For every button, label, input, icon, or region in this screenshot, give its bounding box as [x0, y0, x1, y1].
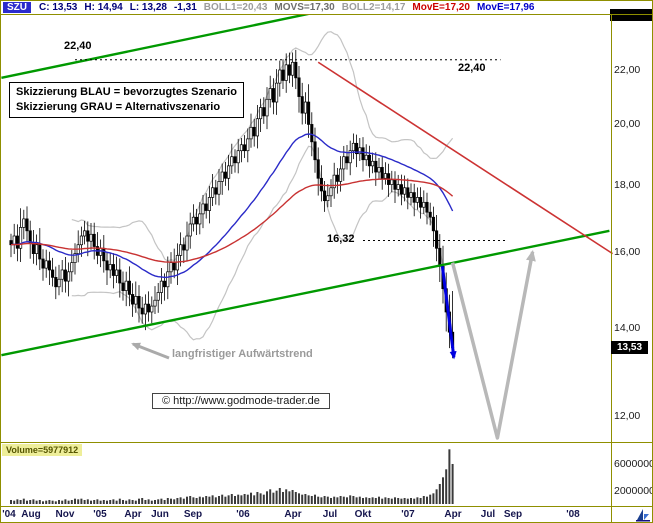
- uptrend-label: langfristiger Aufwärtstrend: [172, 348, 313, 360]
- x-axis-label: '08: [566, 509, 580, 520]
- scenario-legend-box: Skizzierung BLAU = bevorzugtes Szenario …: [9, 82, 244, 118]
- y-axis-label: 18,00: [614, 178, 641, 191]
- peak-label-left: 22,40: [64, 40, 92, 52]
- y-axis-label: 12,00: [614, 410, 641, 423]
- x-axis-label: Okt: [354, 509, 372, 520]
- indicator-movs: MOVS=17,30: [274, 2, 335, 13]
- y-axis-label: 14,00: [614, 322, 641, 335]
- toolbar-black-button[interactable]: [610, 9, 652, 21]
- quote-low: L: 13,28: [129, 2, 167, 13]
- quote-change: -1,31: [173, 2, 197, 13]
- symbol-badge[interactable]: SZU: [3, 2, 31, 13]
- volume-axis-label: 6000000: [614, 458, 653, 470]
- x-axis-label: Jul: [480, 509, 496, 520]
- quote-close: C: 13,53: [39, 2, 78, 13]
- y-axis-divider: [611, 14, 612, 522]
- last-price-tag: 13,53: [611, 341, 648, 354]
- corner-logo-icon: [634, 507, 652, 522]
- indicator-boll1: BOLL1=20,43: [203, 2, 268, 13]
- volume-value-label: Volume=5977912: [2, 444, 83, 456]
- bollinger-bands-layer: [71, 31, 454, 341]
- legend-line-gray: Skizzierung GRAU = Alternativszenario: [16, 101, 221, 113]
- x-axis-label: Apr: [284, 509, 302, 520]
- x-axis-label: Jul: [322, 509, 338, 520]
- copyright-box: © http://www.godmode-trader.de: [152, 393, 330, 409]
- peak-label-right: 22,40: [458, 62, 486, 74]
- x-axis-label: Nov: [55, 509, 75, 520]
- x-axis-label: '04: [2, 509, 16, 520]
- x-axis-label: Sep: [183, 509, 203, 520]
- y-axis-label: 20,00: [614, 118, 641, 131]
- x-axis-label: Apr: [124, 509, 142, 520]
- scenario-sketch-layer: [131, 249, 536, 440]
- dotted-levels-layer: [75, 59, 507, 242]
- quote-high: H: 14,94: [84, 2, 123, 13]
- x-axis-label: Apr: [444, 509, 462, 520]
- support-label: 16,32: [327, 233, 355, 245]
- y-axis-label: 16,00: [614, 245, 641, 258]
- indicator-boll2: BOLL2=14,17: [341, 2, 406, 13]
- x-axis-label: '06: [236, 509, 250, 520]
- volume-axis-label: 2000000: [614, 485, 653, 497]
- indicator-move-red: MovE=17,20: [412, 2, 470, 13]
- x-axis-label: '07: [401, 509, 415, 520]
- y-axis-label: 22,00: [614, 64, 641, 76]
- x-axis-label: Sep: [503, 509, 523, 520]
- x-axis-label: Jun: [151, 509, 169, 520]
- volume-bars-layer: [10, 449, 454, 504]
- topbar-divider: [1, 14, 652, 15]
- moving-averages-layer: [10, 133, 454, 279]
- trendlines-layer: [1, 12, 614, 357]
- x-axis-label: Aug: [21, 509, 41, 520]
- axis-divider: [1, 506, 652, 507]
- x-axis-label: '05: [93, 509, 107, 520]
- quote-bar: SZU C: 13,53 H: 14,94 L: 13,28 -1,31 BOLL1=20…: [1, 1, 611, 14]
- legend-line-blue: Skizzierung BLAU = bevorzugtes Szenario: [16, 86, 237, 98]
- indicator-move-blue: MovE=17,96: [476, 2, 535, 13]
- pane-resize-handle[interactable]: [1, 442, 652, 443]
